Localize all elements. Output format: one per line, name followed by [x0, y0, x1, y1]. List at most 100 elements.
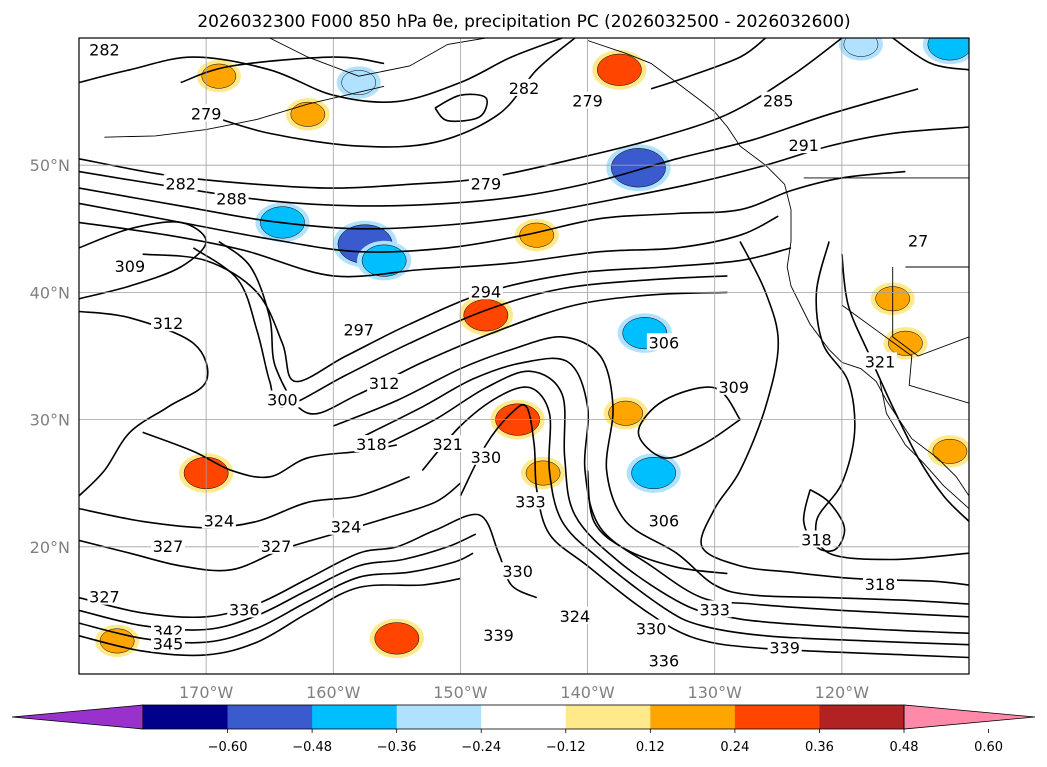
contour-label: 345 [153, 635, 184, 654]
contour-label-background [189, 104, 224, 122]
latitude-tick-label: 40°N [30, 283, 70, 302]
contour-label-background [716, 377, 751, 395]
theta-e-contour [192, 247, 728, 408]
contour-label-background [697, 600, 732, 618]
contour-labels: 282 279 282 279 279 282 288 285 291 309 294 312 297 3… [87, 40, 931, 670]
contour-label: 327 [153, 537, 184, 556]
contour-label: 294 [471, 282, 502, 301]
contour-label: 327 [89, 588, 120, 607]
latitude-tick-label: 20°N [30, 538, 70, 557]
colorbar-extend-low [11, 704, 144, 730]
precip-area [888, 330, 923, 356]
colorbar-segment [143, 705, 229, 729]
theta-e-contour [421, 386, 969, 646]
theta-e-contour [79, 476, 410, 529]
contour-label-background [863, 352, 897, 370]
contour-label-background [646, 651, 681, 669]
longitude-tick-label: 140°W [560, 683, 615, 702]
contour-label-background [786, 136, 821, 154]
contour-label: 27 [908, 232, 928, 251]
precip-area [611, 148, 666, 188]
precip-area [374, 622, 420, 655]
contour-label: 330 [636, 619, 667, 638]
theta-e-contour [79, 310, 209, 497]
colorbar-tick-label: 0.12 [636, 740, 665, 755]
contour-label: 324 [560, 607, 591, 626]
contour-label: 324 [204, 511, 235, 530]
colorbar-tick-label: 0.48 [890, 740, 919, 755]
contour-label-background [906, 231, 931, 249]
contour-label: 291 [788, 136, 819, 155]
contour-label: 309 [115, 257, 146, 276]
colorbar-segment [396, 705, 482, 729]
contour-label-background [354, 435, 389, 453]
colorbar-tick-label: −0.24 [461, 740, 501, 755]
coastline [879, 381, 969, 509]
colorbar-tick-label: 0.24 [720, 740, 749, 755]
theta-e-contour [142, 247, 792, 383]
contour-label: 333 [699, 600, 730, 619]
precip-area [631, 456, 677, 490]
contour-label-background [265, 390, 300, 408]
contour-label-background [481, 625, 516, 643]
contour-label-background [468, 174, 503, 192]
contour-label: 306 [649, 333, 680, 352]
contour-label: 339 [483, 626, 514, 645]
theta-e-contour [586, 470, 728, 575]
theta-e-contour [79, 170, 906, 253]
latitude-tick-label: 50°N [30, 156, 70, 175]
latitude-tick-label: 30°N [30, 411, 70, 430]
contour-label: 330 [502, 562, 533, 581]
precip-area [608, 400, 644, 426]
contour-label-background [151, 536, 185, 554]
contour-label-background [646, 333, 681, 351]
contour-label-background [151, 314, 185, 332]
contour-label: 279 [471, 174, 502, 193]
contour-label: 306 [649, 511, 680, 530]
contour-label: 279 [191, 104, 222, 123]
longitude-tick-label: 150°W [433, 683, 488, 702]
theta-e-contour [650, 38, 767, 90]
contour-label: 336 [649, 651, 680, 670]
contour-label-background [214, 189, 249, 207]
colorbar-segment [650, 705, 736, 729]
contour-label-background [430, 435, 465, 453]
colorbar-tick-label: 0.36 [805, 740, 834, 755]
precip-area [932, 438, 968, 464]
precip-area [463, 299, 509, 332]
contour-label: 288 [216, 190, 247, 209]
contour-label-background [570, 91, 605, 109]
contour-label: 318 [801, 530, 832, 549]
contour-label: 333 [515, 492, 546, 511]
colorbar-segment [565, 705, 651, 729]
coastline [104, 85, 385, 138]
contour-label-background [507, 78, 541, 96]
contour-label: 327 [261, 537, 292, 556]
theta-e-contour [383, 370, 969, 635]
contour-label: 312 [369, 374, 400, 393]
theta-e-contour [358, 357, 969, 618]
colorbar-tick-label: 0.60 [974, 740, 1003, 755]
colorbar-segment [227, 705, 313, 729]
colorbar-tick-label: −0.60 [208, 740, 248, 755]
colorbar-extend-high [903, 704, 1036, 730]
contour-label: 282 [89, 41, 120, 60]
colorbar-segment [734, 705, 820, 729]
contour-label-background [468, 447, 503, 465]
theta-e-contour [814, 241, 969, 561]
contour-label-background [500, 562, 535, 580]
precip-area [843, 38, 879, 57]
contour-label: 318 [865, 575, 896, 594]
theta-e-contour [79, 577, 461, 657]
longitude-tick-label: 170°W [179, 683, 234, 702]
contour-label: 282 [509, 79, 540, 98]
colorbar-tick-label: −0.36 [377, 740, 417, 755]
contour-label-background [863, 574, 897, 592]
contour-label-background [557, 606, 592, 624]
coastline [587, 40, 969, 497]
longitude-tick-labels: 170°W 160°W 150°W 140°W 130°W 120°W [179, 683, 869, 702]
contour-label-background [767, 638, 802, 656]
theta-e-contour [332, 336, 969, 605]
precip-area [341, 70, 377, 95]
contour-label: 300 [267, 391, 298, 410]
